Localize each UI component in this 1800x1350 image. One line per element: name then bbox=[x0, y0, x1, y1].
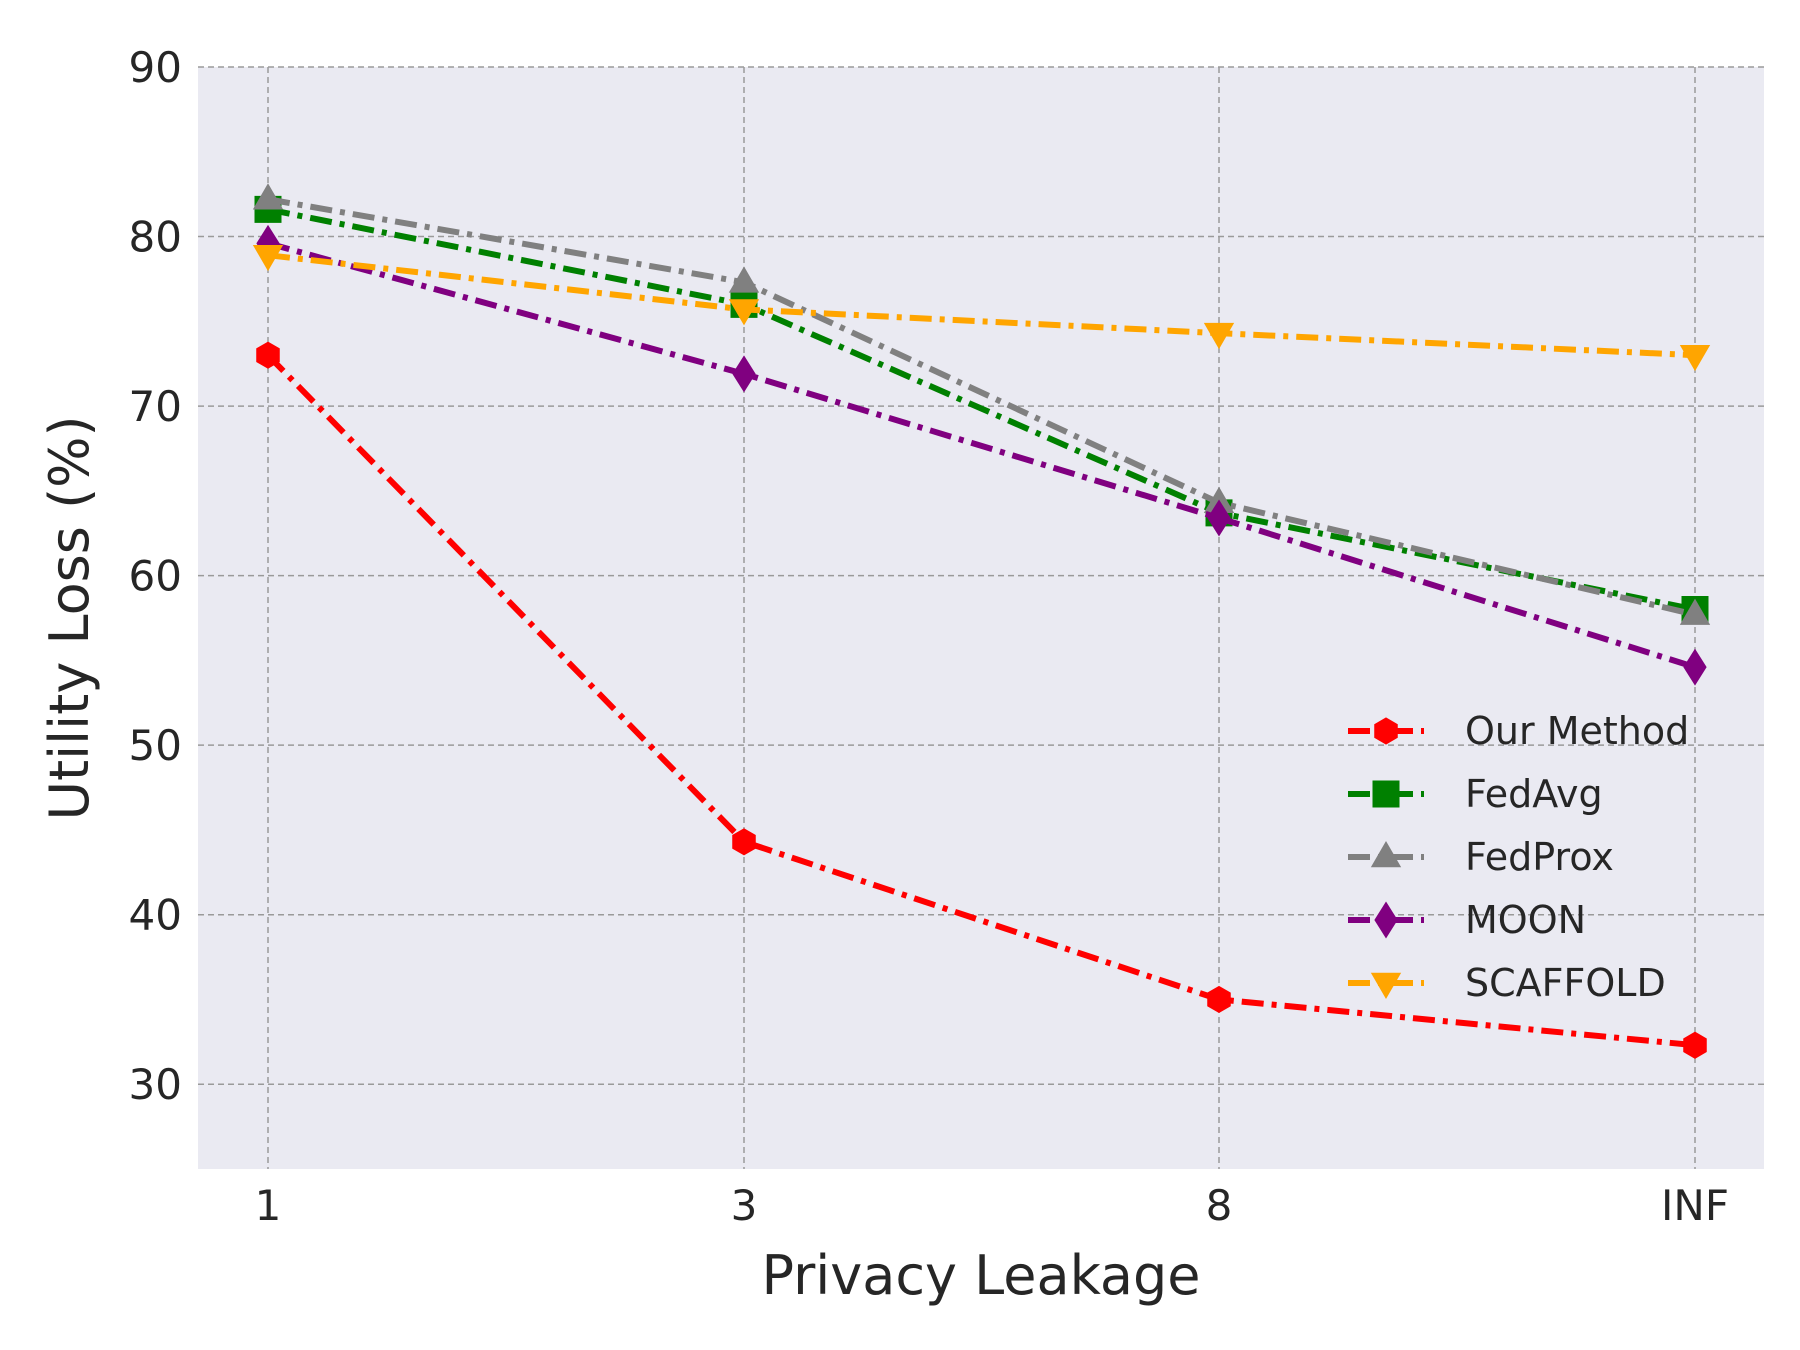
legend-item: FedAvg bbox=[1348, 772, 1603, 816]
series-line bbox=[265, 353, 1696, 1049]
plot-area bbox=[198, 67, 1764, 1169]
x-tick-label: 8 bbox=[1206, 1181, 1233, 1230]
y-tick-label: 70 bbox=[129, 382, 182, 431]
x-tick-label: 3 bbox=[731, 1181, 758, 1230]
series-our-method bbox=[256, 341, 1707, 1059]
data-point bbox=[732, 828, 756, 856]
legend-label: FedProx bbox=[1465, 835, 1614, 879]
legend-label: SCAFFOLD bbox=[1465, 961, 1666, 1005]
series-group bbox=[252, 183, 1711, 1059]
data-point bbox=[728, 299, 760, 326]
y-tick-label: 50 bbox=[129, 721, 182, 770]
data-point bbox=[252, 183, 284, 210]
legend: Our Method FedAvg FedProx MOON SCAFFOLD bbox=[1348, 709, 1689, 1005]
legend-item: SCAFFOLD bbox=[1348, 961, 1666, 1005]
data-point bbox=[1683, 1031, 1707, 1059]
data-point bbox=[1203, 322, 1235, 350]
data-point bbox=[252, 244, 284, 272]
data-point bbox=[1679, 598, 1711, 625]
series-scaffold bbox=[252, 244, 1711, 372]
data-point bbox=[256, 341, 280, 369]
data-point bbox=[732, 355, 756, 393]
x-axis-label: Privacy Leakage bbox=[761, 1244, 1200, 1307]
data-point bbox=[728, 266, 760, 293]
legend-marker bbox=[1370, 972, 1402, 999]
y-tick-label: 30 bbox=[129, 1060, 182, 1109]
legend-marker bbox=[1370, 841, 1402, 868]
legend-item: Our Method bbox=[1348, 709, 1689, 753]
series-line bbox=[267, 252, 1696, 359]
y-axis-label: Utility Loss (%) bbox=[38, 415, 101, 820]
data-point bbox=[1207, 985, 1231, 1014]
y-tick-label: 60 bbox=[129, 552, 182, 601]
legend-item: FedProx bbox=[1348, 835, 1614, 879]
data-point bbox=[1679, 344, 1711, 372]
legend-item: MOON bbox=[1348, 898, 1586, 942]
x-tick-label: 1 bbox=[255, 1181, 282, 1230]
series-line bbox=[267, 240, 1696, 671]
axis-ticks: 30 40 50 60 70 80 90 1 3 8 INF bbox=[129, 43, 1729, 1230]
data-point bbox=[1683, 648, 1707, 686]
y-tick-label: 80 bbox=[129, 213, 182, 262]
series-line bbox=[267, 206, 1696, 613]
legend-label: FedAvg bbox=[1465, 772, 1603, 816]
legend-marker bbox=[1374, 901, 1398, 939]
data-point bbox=[1207, 499, 1231, 537]
legend-marker bbox=[1372, 780, 1400, 808]
legend-label: MOON bbox=[1465, 898, 1586, 942]
legend-marker bbox=[1374, 717, 1398, 745]
series-line bbox=[267, 196, 1696, 618]
x-tick-label: INF bbox=[1661, 1181, 1729, 1230]
y-tick-label: 40 bbox=[129, 891, 182, 940]
y-tick-label: 90 bbox=[129, 43, 182, 92]
legend-label: Our Method bbox=[1465, 709, 1689, 753]
